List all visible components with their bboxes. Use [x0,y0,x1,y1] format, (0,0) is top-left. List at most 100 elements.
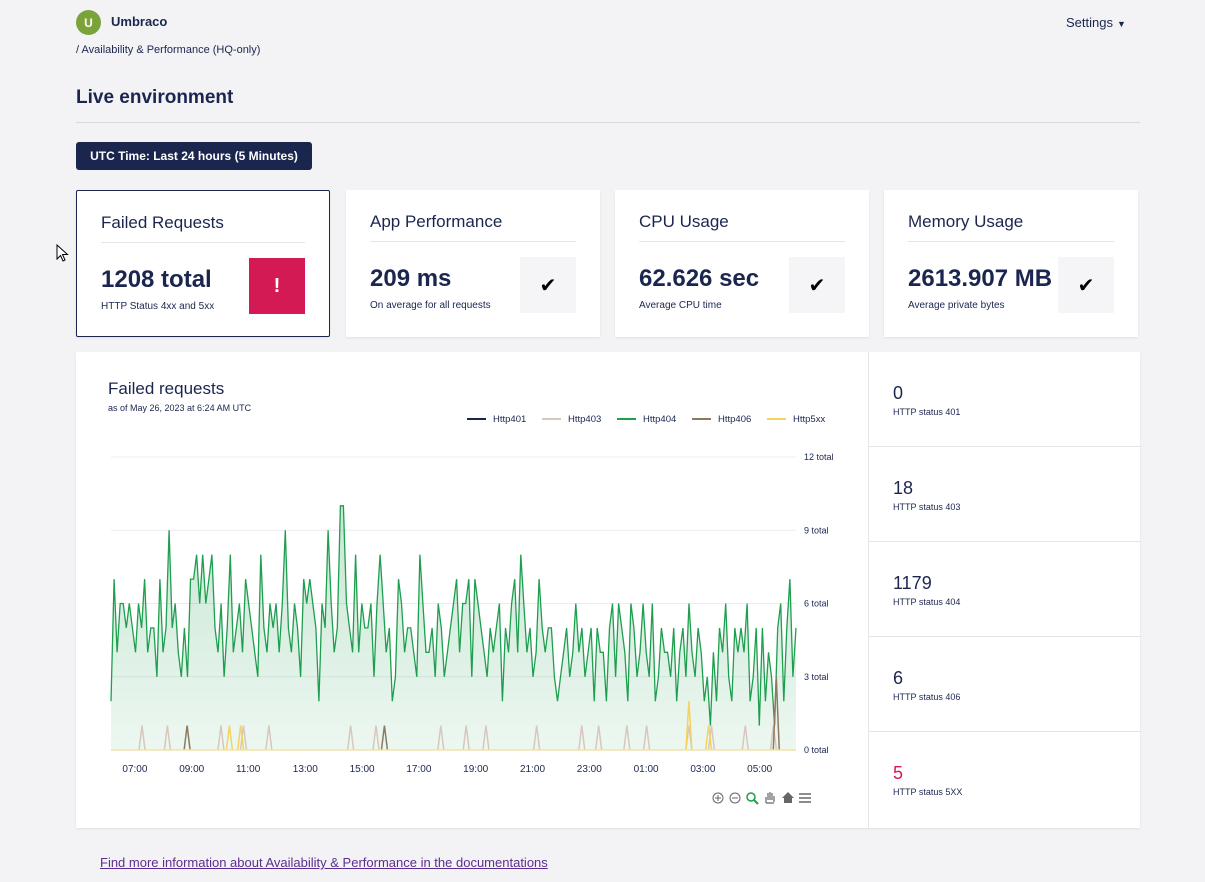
x-tick-label: 03:00 [690,764,715,775]
x-tick-label: 19:00 [463,764,488,775]
series-line-http404[interactable] [110,505,797,726]
stat-http-status-404: 1179 HTTP status 404 [869,542,1141,637]
y-tick-label: 0 total [804,745,829,755]
zoom-out-icon[interactable] [729,792,741,804]
spike-http403[interactable] [623,725,631,751]
spike-http403[interactable] [532,725,541,751]
selection-zoom-icon[interactable] [746,792,759,805]
x-tick-label: 01:00 [634,764,659,775]
stat-label: HTTP status 403 [893,502,961,512]
spike-http5xx[interactable] [236,725,245,751]
x-tick-label: 15:00 [350,764,375,775]
spike-http406[interactable] [183,725,191,751]
spike-http5xx[interactable] [704,725,713,751]
card-cpu-usage[interactable]: CPU Usage 62.626 sec Average CPU time ✔ [615,190,869,337]
title-divider [76,122,1140,123]
stat-value: 5 [893,763,904,783]
org-name[interactable]: Umbraco [111,14,168,29]
menu-icon[interactable] [799,793,811,803]
spike-http403[interactable] [239,725,248,751]
spike-http403[interactable] [642,725,651,751]
spike-http403[interactable] [482,725,490,751]
spike-http403[interactable] [437,725,445,751]
stat-value: 0 [893,383,904,403]
settings-label: Settings [1066,15,1113,30]
spike-http403[interactable] [265,725,273,751]
card-title: Memory Usage [908,212,1024,231]
stat-http-status-5xx: 5 HTTP status 5XX [869,732,1141,827]
legend-label-http401[interactable]: Http401 [493,414,526,425]
zoom-in-icon[interactable] [712,792,724,804]
card-failed-requests[interactable]: Failed Requests 1208 total HTTP Status 4xx… [76,190,330,337]
stat-label: HTTP status 406 [893,692,961,702]
spike-http5xx[interactable] [225,725,234,751]
card-divider [101,242,305,243]
status-breakdown: 0 HTTP status 401 18 HTTP status 403 1179 HTT… [868,352,1141,828]
stat-label: HTTP status 401 [893,407,961,417]
documentation-link[interactable]: Find more information about Availability… [100,855,548,870]
caret-down-icon: ▼ [1116,19,1126,29]
spike-http403[interactable] [769,725,778,751]
card-value: 209 ms [370,265,452,292]
spike-http403[interactable] [346,725,355,751]
spike-http403[interactable] [741,725,750,751]
card-subtitle: On average for all requests [370,300,491,311]
card-title: Failed Requests [101,213,224,232]
pan-hand-icon[interactable] [765,792,775,804]
card-divider [639,241,845,242]
stat-label: HTTP status 404 [893,597,961,607]
spike-http403[interactable] [707,725,716,751]
settings-dropdown[interactable]: Settings ▼ [1066,15,1126,30]
spike-http403[interactable] [578,725,586,751]
stat-http-status-403: 18 HTTP status 403 [869,447,1141,542]
legend-label-http406[interactable]: Http406 [718,414,751,425]
legend-label-http5xx[interactable]: Http5xx [793,414,825,425]
spike-http403[interactable] [163,725,172,751]
check-icon: ✔ [789,257,845,313]
spike-http403[interactable] [217,725,225,751]
x-tick-label: 11:00 [236,764,261,775]
failed-requests-chart[interactable]: 0 total 3 total 6 total 9 total 12 total 07:0… [76,352,868,828]
card-memory-usage[interactable]: Memory Usage 2613.907 MB Average private b… [884,190,1138,337]
x-tick-label: 07:00 [122,764,147,775]
avatar[interactable]: U [76,10,101,35]
x-tick-label: 09:00 [179,764,204,775]
card-value: 62.626 sec [639,265,760,292]
series-area-http404 [111,505,796,750]
spike-http406[interactable] [380,725,389,751]
stat-value: 18 [893,478,914,498]
stat-value: 6 [893,668,904,688]
exclamation-icon: ! [249,258,305,314]
x-tick-label: 17:00 [406,764,431,775]
legend-label-http403[interactable]: Http403 [568,414,601,425]
card-subtitle: Average CPU time [639,300,722,311]
card-title: CPU Usage [639,212,729,231]
x-tick-label: 13:00 [293,764,318,775]
check-icon: ✔ [520,257,576,313]
stat-http-status-401: 0 HTTP status 401 [869,352,1141,447]
page-title: Live environment [76,87,234,108]
card-value: 1208 total [101,266,212,293]
time-range-button[interactable]: UTC Time: Last 24 hours (5 Minutes) [76,142,312,170]
stat-value: 1179 [893,573,932,593]
card-app-performance[interactable]: App Performance 209 ms On average for all … [346,190,600,337]
y-tick-label: 9 total [804,525,829,535]
spike-http403[interactable] [138,725,146,751]
chart-as-of: as of May 26, 2023 at 6:24 AM UTC [108,403,252,413]
legend-label-http404[interactable]: Http404 [643,414,676,425]
spike-http403[interactable] [594,725,603,751]
card-value: 2613.907 MB [908,265,1053,292]
card-title: App Performance [370,212,503,231]
spike-http403[interactable] [462,725,470,751]
spike-http403[interactable] [372,725,380,751]
card-subtitle: Average private bytes [908,300,1005,311]
x-tick-label: 23:00 [577,764,602,775]
home-reset-icon[interactable] [782,792,794,803]
x-tick-label: 21:00 [520,764,545,775]
breadcrumb[interactable]: / Availability & Performance (HQ-only) [76,44,261,56]
spike-http5xx[interactable] [685,701,693,751]
chart-title: Failed requests [108,379,225,398]
spike-http406[interactable] [772,676,781,751]
card-divider [370,241,576,242]
check-icon: ✔ [1058,257,1114,313]
